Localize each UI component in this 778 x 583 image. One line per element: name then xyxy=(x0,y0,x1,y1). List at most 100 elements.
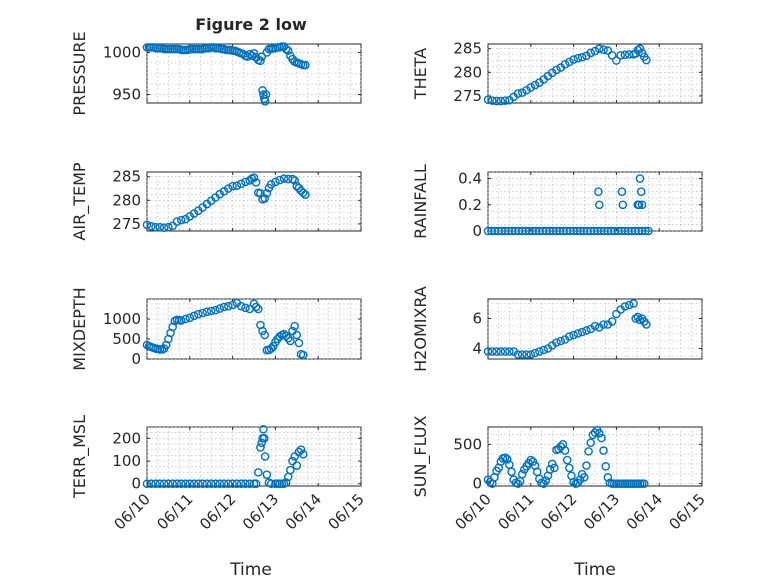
air-temp-y-tick-label: 275 xyxy=(112,215,141,233)
rainfall-data-point xyxy=(635,174,645,183)
sun-flux-data-point xyxy=(526,455,536,465)
terr-msl-data-point xyxy=(256,443,265,452)
h2omixra-data-point xyxy=(612,309,621,319)
air-temp-y-tick-label: 285 xyxy=(112,168,141,186)
air-temp-data-point xyxy=(219,187,229,196)
mixdepth-data-point xyxy=(251,302,261,312)
terr-msl-data-point xyxy=(262,470,272,479)
h2omixra-data-point xyxy=(526,350,536,359)
sun-flux-data-point xyxy=(517,469,527,479)
air-temp-data-point xyxy=(181,214,190,224)
air-temp-data-point xyxy=(142,220,152,230)
rainfall-data-point xyxy=(594,200,604,210)
terr-msl-data-point xyxy=(259,424,268,434)
mixdepth-data-point xyxy=(215,304,225,313)
terr-msl-data-point xyxy=(253,468,263,477)
air-temp-data-point xyxy=(260,194,270,203)
mixdepth-data-point xyxy=(292,330,302,340)
pressure-data-point xyxy=(283,46,293,56)
rainfall-y-tick-label: 0.2 xyxy=(458,196,482,214)
sun-flux-data-point xyxy=(545,465,555,474)
terr-msl-data-point xyxy=(245,479,255,489)
terr-msl-data-point xyxy=(292,461,302,470)
mixdepth-data-point xyxy=(281,331,291,341)
terr-msl-data-point xyxy=(260,452,270,461)
panel-rainfall: 0 0.2 0.4 RAINFALL xyxy=(411,164,703,240)
air-temp-data-point xyxy=(279,174,289,183)
air-temp-data-point xyxy=(159,223,169,232)
mixdepth-data-point xyxy=(219,302,229,312)
air-temp-data-point xyxy=(224,184,233,193)
theta-data-point xyxy=(620,50,630,60)
mixdepth-y-tick-label: 0 xyxy=(131,350,141,368)
pressure-data-point xyxy=(247,51,257,61)
rainfall-data-point xyxy=(594,187,603,196)
sun-flux-data-point xyxy=(550,463,559,473)
sun-flux-data-point xyxy=(500,453,510,462)
sun-flux-x-tick-label: 06/14 xyxy=(623,490,666,533)
mixdepth-data-point xyxy=(185,313,195,323)
sun-flux-data-point xyxy=(582,461,591,470)
h2omixra-data-point xyxy=(517,350,527,359)
mixdepth-data-point xyxy=(275,332,284,341)
theta-data-point xyxy=(569,55,578,64)
pressure-data-point xyxy=(245,49,255,59)
terr-msl-data-point xyxy=(142,479,152,489)
pressure-y-tick-label: 950 xyxy=(112,86,141,104)
mixdepth-data-point xyxy=(176,316,186,325)
terr-msl-data-point xyxy=(159,479,169,489)
h2omixra-data-point xyxy=(522,350,531,359)
air-temp-data-point xyxy=(168,221,177,231)
air-temp-data-point xyxy=(236,179,246,189)
terr-msl-data-point xyxy=(251,479,261,489)
rainfall-data-point xyxy=(636,187,646,196)
theta-data-point xyxy=(603,46,613,55)
rainfall-y-tick-label: 0.4 xyxy=(458,170,482,188)
theta-y-tick-label: 280 xyxy=(453,63,482,81)
sun-flux-data-point xyxy=(575,475,585,485)
panel-sun-flux: 0 500 06/10 06/11 06/12 06/13 06/14 06/15 SUN_FL… xyxy=(411,416,709,534)
terr-msl-data-point xyxy=(257,438,267,448)
terr-msl-data-point xyxy=(151,479,160,489)
panel-h2omixra: 4 6 H2OMIXRA xyxy=(411,286,703,372)
terr-msl-data-point xyxy=(146,479,156,489)
air-temp-data-point xyxy=(290,176,299,185)
mixdepth-data-point xyxy=(224,301,233,311)
theta-data-point xyxy=(560,59,570,69)
theta-data-point xyxy=(607,51,617,60)
theta-data-point xyxy=(500,96,510,105)
theta-data-point xyxy=(642,55,651,65)
h2omixra-data-point xyxy=(573,329,583,338)
theta-data-point xyxy=(492,96,501,106)
sun-flux-data-point xyxy=(594,428,604,438)
sun-flux-data-point xyxy=(562,455,572,465)
mixdepth-data-point xyxy=(202,307,212,317)
terr-msl-data-point xyxy=(215,479,225,489)
theta-data-point xyxy=(547,68,557,78)
terr-msl-data-point xyxy=(155,479,165,489)
sun-flux-x-tick-label: 06/12 xyxy=(537,490,580,533)
terr-msl-data-point xyxy=(202,479,212,489)
panel-mixdepth: 0 500 1000 MIXDEPTH xyxy=(70,287,362,371)
pressure-data-point xyxy=(256,56,265,66)
terr-msl-data-point xyxy=(296,445,306,454)
h2omixra-data-point xyxy=(624,300,634,310)
air-temp-data-point xyxy=(251,178,261,187)
sun-flux-x-tick-label: 06/15 xyxy=(666,490,709,533)
terr-msl-data-point xyxy=(198,479,207,489)
h2omixra-data-point xyxy=(635,315,645,325)
rainfall-data-point xyxy=(637,200,647,210)
air-temp-data-point xyxy=(262,188,272,198)
mixdepth-data-point xyxy=(236,301,246,311)
mixdepth-data-point xyxy=(198,308,207,318)
pressure-data-point xyxy=(281,44,291,54)
terr-msl-data-point xyxy=(224,479,233,489)
air-temp-data-point xyxy=(151,222,160,232)
h2omixra-data-point xyxy=(569,330,578,340)
h2omixra-data-point xyxy=(552,338,561,347)
mixdepth-data-point xyxy=(290,321,299,331)
air-temp-data-point xyxy=(266,179,276,189)
sun-flux-data-point xyxy=(639,479,649,488)
terr-msl-data-point xyxy=(176,479,186,489)
sun-flux-data-point xyxy=(601,462,611,471)
